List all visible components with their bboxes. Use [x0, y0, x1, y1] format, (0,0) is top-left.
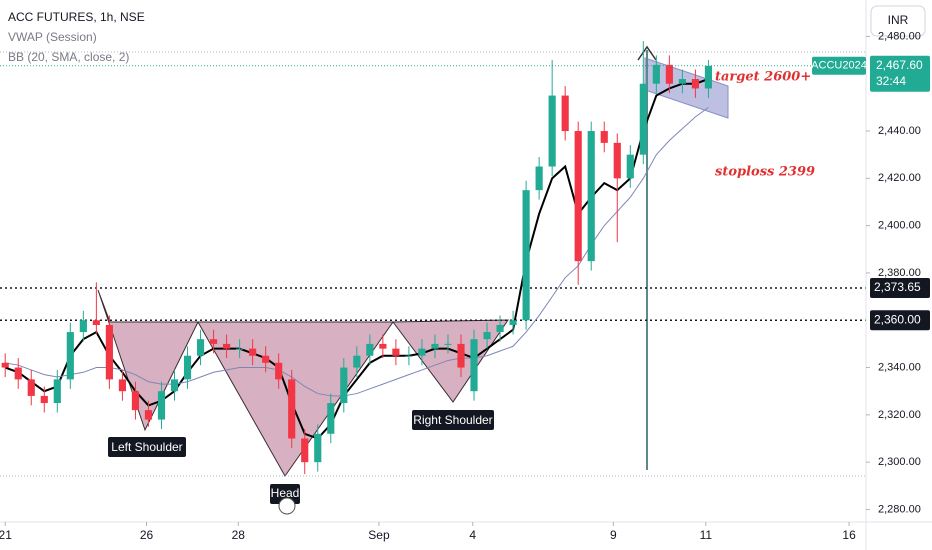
level-label: 2,360.00: [874, 312, 921, 326]
candle-body: [27, 379, 35, 396]
candle-body: [14, 367, 22, 380]
candle-body: [1, 362, 9, 368]
symbol-box: [812, 56, 866, 75]
candle-body: [157, 391, 166, 420]
label-box: [412, 410, 494, 430]
candle-body: [691, 78, 699, 89]
candle-body: [704, 65, 713, 89]
indicator-label: BB (20, SMA, close, 2): [8, 50, 129, 64]
y-tick-label: 2,280.00: [878, 503, 921, 515]
y-tick-label: 2,440.00: [878, 125, 921, 137]
last-price-label: 2,467.60: [876, 58, 923, 72]
last-price-box: [870, 55, 930, 92]
candle-body: [366, 343, 374, 356]
x-tick-label: 11: [700, 528, 713, 542]
target-note: target 2600+: [715, 70, 811, 85]
candle-body: [457, 343, 465, 368]
x-tick-label: 26: [140, 528, 154, 542]
right-shoulder-label: Right Shoulder: [413, 413, 492, 427]
x-tick-label: 28: [232, 528, 246, 542]
stoploss-note: stoploss 2399: [715, 165, 815, 180]
candle-body: [509, 320, 517, 325]
level-label: 2,373.65: [874, 280, 921, 294]
candle-body: [483, 332, 491, 340]
x-tick-label: 9: [610, 528, 617, 542]
candle-body: [652, 64, 660, 84]
channel: [644, 57, 729, 119]
candle-body: [600, 131, 608, 143]
candle-body: [418, 348, 426, 356]
candle-body: [144, 410, 153, 420]
candle-body: [209, 339, 218, 344]
symbol-label: ACCU2024: [811, 60, 867, 72]
candle-body: [288, 379, 296, 439]
candle-body: [678, 78, 686, 84]
candle-body: [548, 95, 556, 167]
candle-body: [170, 379, 179, 392]
candle-body: [626, 154, 634, 179]
y-tick-label: 2,400.00: [878, 220, 921, 232]
candle-body: [340, 367, 348, 404]
label-box: [108, 437, 186, 457]
candle-body: [665, 64, 673, 84]
level-box: [870, 277, 930, 298]
left-shoulder-label: Left Shoulder: [111, 440, 182, 454]
y-tick-label: 2,420.00: [878, 172, 921, 184]
y-tick-label: 2,320.00: [878, 409, 921, 421]
candle-body: [131, 391, 140, 411]
x-tick-label: 16: [842, 528, 856, 542]
indicator-label: VWAP (Session): [8, 30, 97, 44]
candle-body: [79, 320, 87, 333]
candle-body: [431, 343, 439, 349]
candle-body: [327, 403, 335, 434]
candle-body: [314, 433, 322, 463]
candle-body: [522, 190, 530, 321]
candle-body: [118, 379, 126, 392]
candle-body: [613, 142, 621, 179]
candle-body: [392, 348, 400, 356]
y-tick-label: 2,340.00: [878, 361, 921, 373]
candle-body: [92, 320, 100, 325]
candle-body: [561, 95, 569, 132]
head-label: Head: [271, 486, 300, 500]
candle-body: [301, 438, 309, 463]
candle-body: [66, 332, 74, 380]
y-tick-label: 2,380.00: [878, 267, 921, 279]
x-tick-label: 4: [469, 528, 476, 542]
x-tick-label: 21: [0, 528, 12, 542]
candle-body: [40, 395, 48, 404]
x-tick-label: Sep: [368, 528, 390, 542]
candle-body: [587, 131, 595, 262]
y-tick-label: 2,300.00: [878, 456, 921, 468]
candle-body: [639, 83, 647, 155]
currency-button[interactable]: [870, 5, 926, 37]
candle-body: [275, 362, 283, 380]
candle-body: [444, 343, 452, 345]
currency[interactable]: INR: [888, 13, 909, 27]
candle-body: [535, 166, 543, 191]
arrow-head: [637, 45, 657, 61]
candle-body: [249, 348, 257, 356]
candle-body: [262, 355, 270, 363]
label-box: [270, 484, 300, 504]
y-tick-label: 2,480.00: [878, 30, 921, 42]
candle-body: [236, 348, 244, 350]
candle-body: [183, 355, 192, 380]
candle-body: [496, 324, 504, 333]
candle-body: [196, 339, 205, 356]
candle-body: [470, 339, 478, 392]
candle-body: [105, 324, 113, 380]
candle-body: [53, 379, 61, 404]
candle-body: [353, 355, 361, 368]
right-shoulder-shape: [392, 319, 509, 403]
candle-body: [379, 343, 387, 349]
replay-icon[interactable]: [278, 497, 296, 515]
symbol-title: ACC FUTURES, 1h, NSE: [8, 10, 145, 24]
candle-body: [574, 131, 582, 262]
countdown: 32:44: [876, 74, 906, 88]
candle-body: [223, 343, 231, 349]
candle-body: [405, 355, 413, 357]
level-box: [870, 310, 930, 331]
